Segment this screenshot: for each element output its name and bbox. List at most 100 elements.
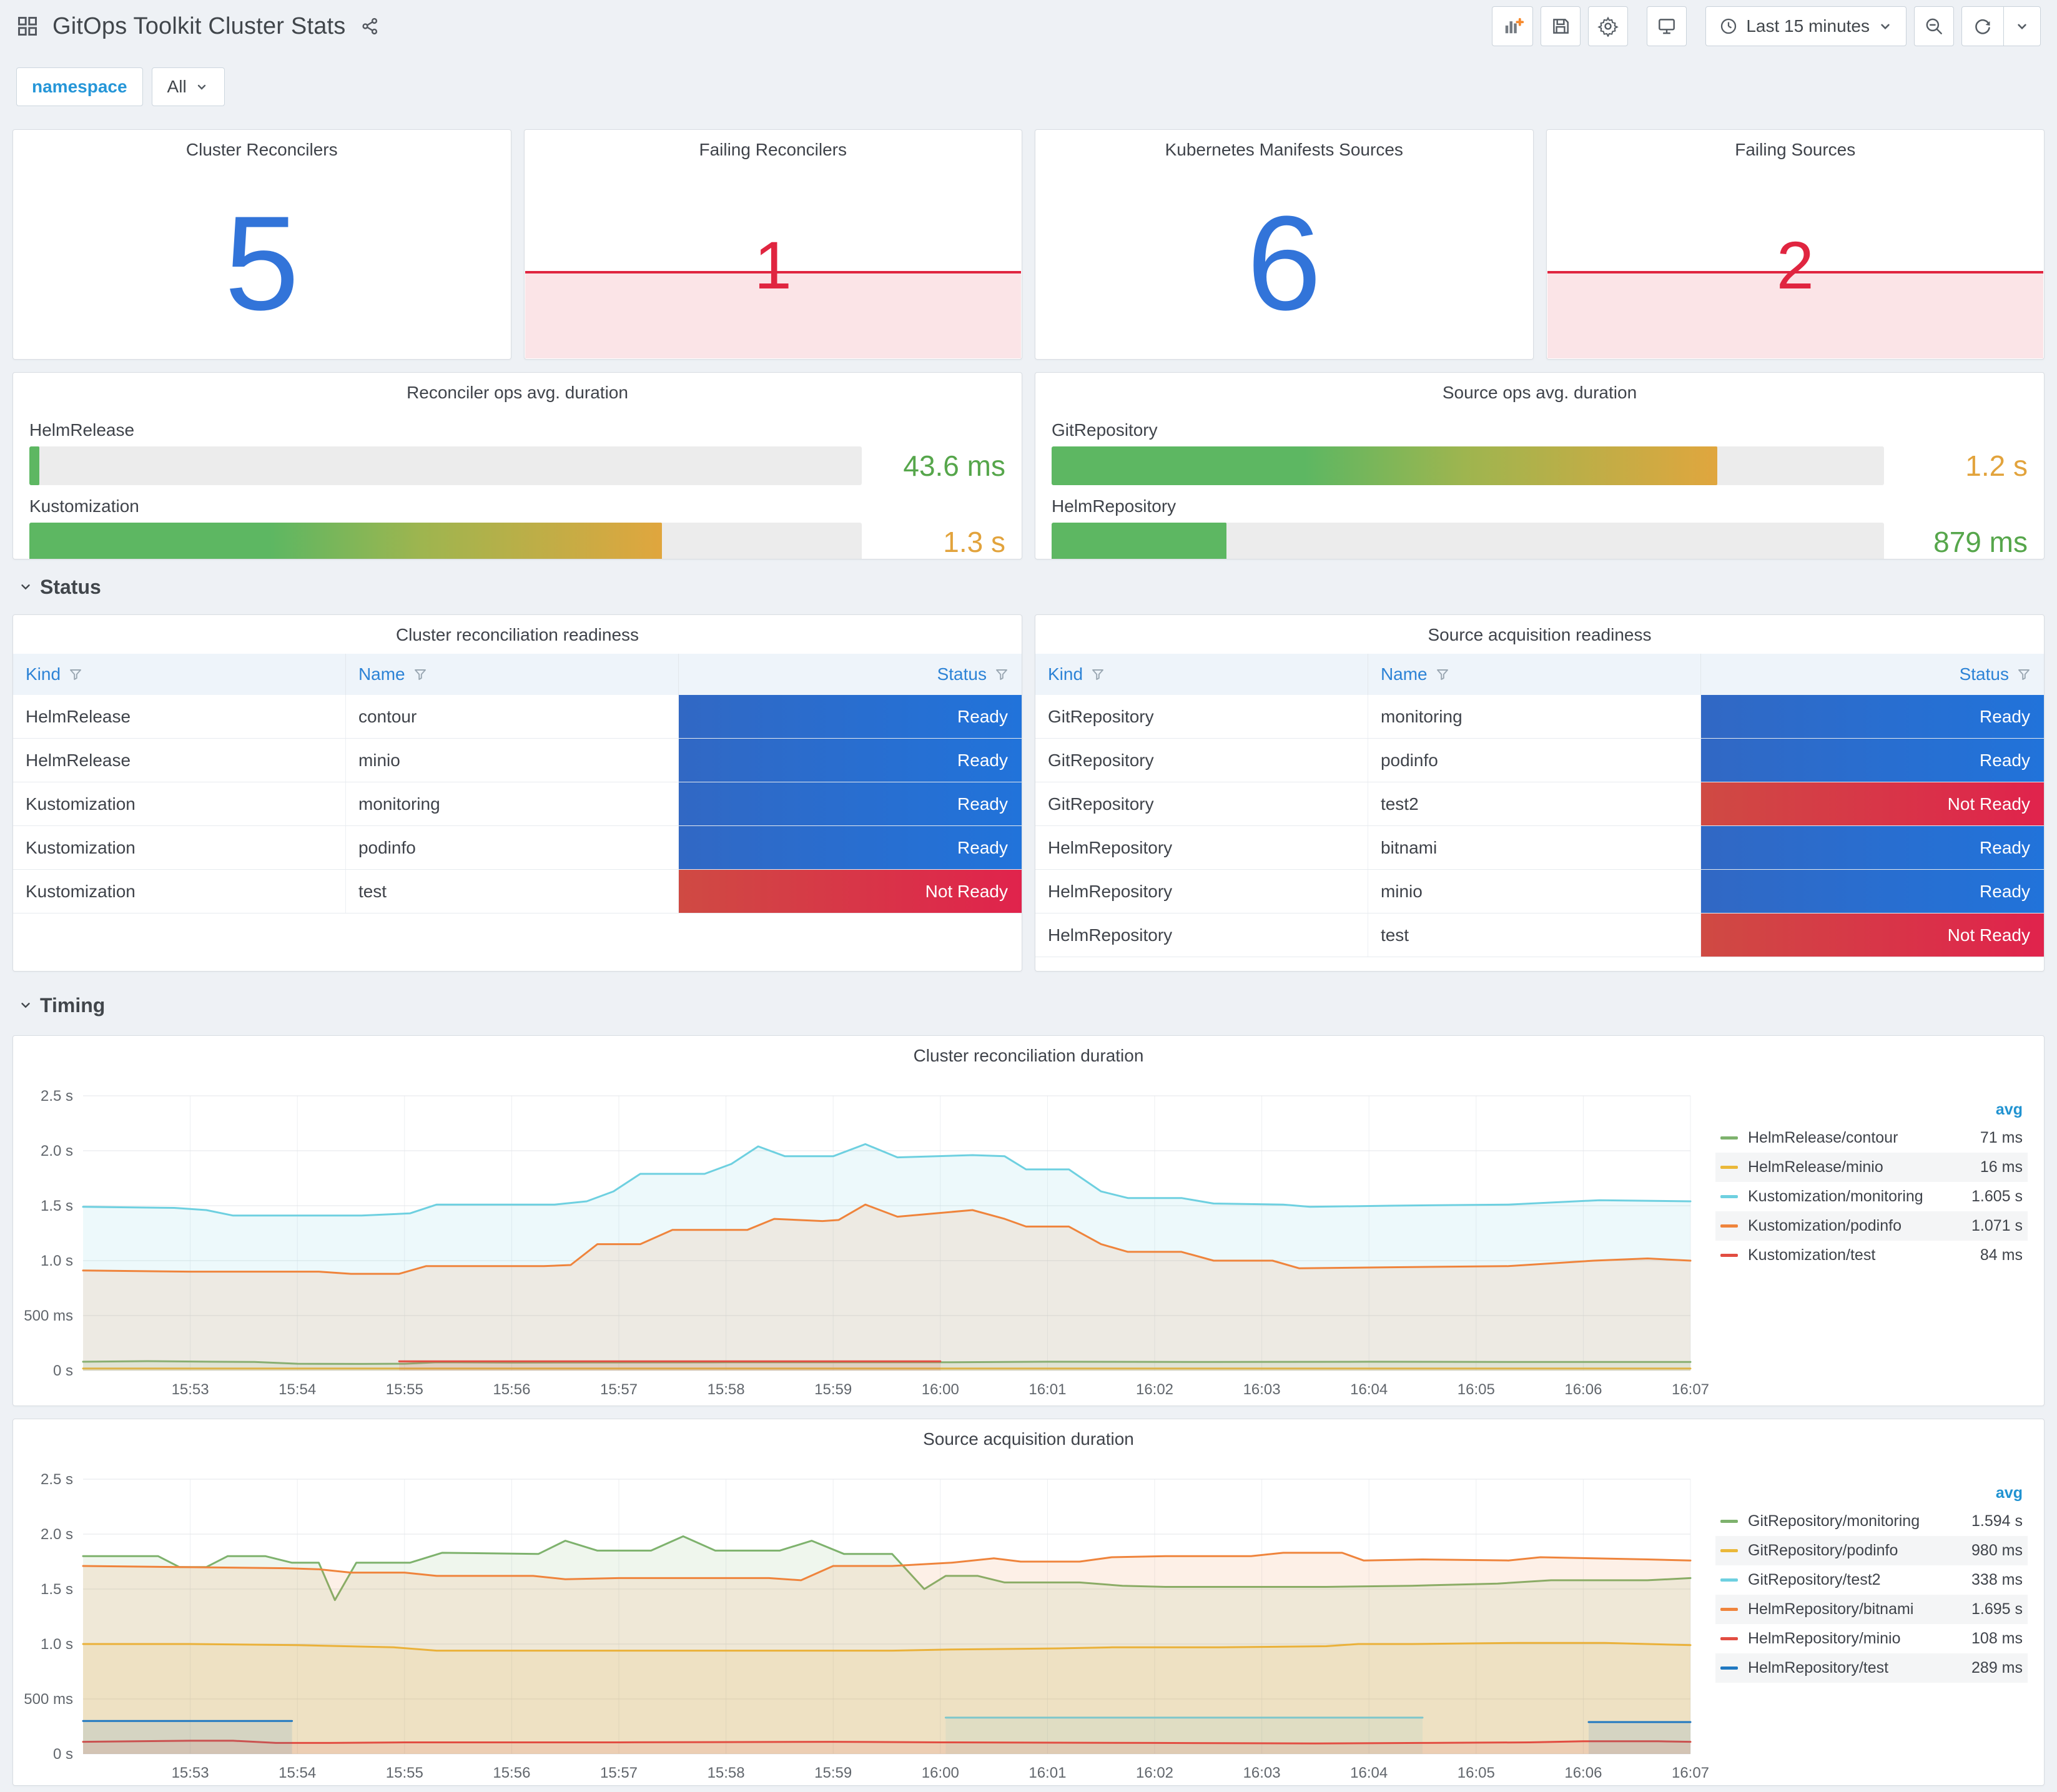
- legend-series-name: HelmRepository/test: [1748, 1659, 1889, 1676]
- stat-value: 5: [224, 187, 300, 338]
- table-cell: podinfo: [1368, 739, 1701, 782]
- dashboard-settings-button[interactable]: [1588, 6, 1629, 46]
- legend-item[interactable]: Kustomization/test 84 ms: [1715, 1241, 2028, 1270]
- legend-series-name: GitRepository/podinfo: [1748, 1542, 1898, 1559]
- gauge-fill: [1052, 446, 1718, 485]
- legend-series-swatch: [1720, 1520, 1738, 1523]
- filter-icon[interactable]: [1435, 667, 1450, 682]
- legend-item[interactable]: Kustomization/monitoring 1.605 s: [1715, 1182, 2028, 1211]
- gauge-panel-title[interactable]: Source ops avg. duration: [1442, 383, 1637, 402]
- legend-series-swatch: [1720, 1549, 1738, 1552]
- cluster-reconciliation-duration-plot[interactable]: 0 s 500 ms 1.0 s 1.5 s 2.0 s 2.5 s 15:53 15:54 1…: [13, 1036, 2044, 1406]
- section-header-status[interactable]: Status: [19, 573, 101, 601]
- svg-text:15:55: 15:55: [386, 1765, 423, 1781]
- legend-item[interactable]: GitRepository/podinfo 980 ms: [1715, 1536, 2028, 1565]
- legend-series-name: Kustomization/podinfo: [1748, 1217, 1902, 1234]
- svg-text:16:01: 16:01: [1028, 1765, 1066, 1781]
- legend-item[interactable]: HelmRelease/minio 16 ms: [1715, 1153, 2028, 1182]
- cycle-view-mode-button[interactable]: [1647, 6, 1687, 46]
- legend-series-avg: 1.695 s: [1971, 1600, 2023, 1618]
- table-panel-2: Source acquisition readiness Kind Name Stat…: [1035, 614, 2045, 972]
- column-header-kind[interactable]: Kind: [1035, 654, 1368, 695]
- time-range-picker[interactable]: Last 15 minutes: [1705, 6, 1907, 46]
- cluster-reconciliation-duration-title[interactable]: Cluster reconciliation duration: [913, 1046, 1144, 1065]
- legend-item[interactable]: GitRepository/test2 338 ms: [1715, 1565, 2028, 1595]
- stat-sparkline: [1547, 270, 2043, 273]
- save-dashboard-button[interactable]: [1541, 6, 1581, 46]
- column-header-kind[interactable]: Kind: [13, 654, 346, 695]
- stat-panel-2: Failing Reconcilers 1: [523, 129, 1022, 360]
- svg-text:16:06: 16:06: [1564, 1381, 1602, 1398]
- legend-series-name: HelmRelease/minio: [1748, 1158, 1883, 1176]
- status-tables-row: Cluster reconciliation readiness Kind Name…: [12, 614, 2045, 972]
- gauge-fill: [29, 523, 663, 559]
- legend-item[interactable]: HelmRelease/contour 71 ms: [1715, 1123, 2028, 1153]
- zoom-out-time-button[interactable]: [1914, 6, 1954, 46]
- svg-text:1.0 s: 1.0 s: [41, 1636, 73, 1653]
- cluster-reconciliation-duration-panel: Cluster reconciliation duration 0 s 500 ms…: [12, 1035, 2045, 1406]
- template-variables: namespace All: [16, 67, 225, 106]
- legend-series-avg: 1.605 s: [1971, 1188, 2023, 1205]
- legend-series-name: HelmRepository/minio: [1748, 1630, 1901, 1647]
- stat-panel-title[interactable]: Kubernetes Manifests Sources: [1165, 140, 1403, 159]
- legend-series-avg: 84 ms: [1980, 1246, 2023, 1264]
- filter-icon[interactable]: [68, 667, 83, 682]
- share-icon[interactable]: [360, 16, 380, 36]
- column-header-status[interactable]: Status: [1701, 654, 2044, 695]
- stat-panel-title[interactable]: Cluster Reconcilers: [185, 140, 338, 159]
- legend-series-avg: 980 ms: [1971, 1542, 2023, 1559]
- table-row: HelmRepository bitnami Ready: [1035, 826, 2044, 870]
- column-header-name[interactable]: Name: [346, 654, 679, 695]
- gauge-panel-title[interactable]: Reconciler ops avg. duration: [407, 383, 628, 402]
- table-cell: monitoring: [346, 782, 679, 825]
- variable-namespace-label: namespace: [16, 67, 143, 106]
- svg-text:15:53: 15:53: [172, 1381, 209, 1398]
- legend-series-avg: 1.594 s: [1971, 1512, 2023, 1530]
- chevron-down-icon: [2018, 24, 2026, 30]
- filter-icon[interactable]: [2016, 667, 2031, 682]
- stat-sparkline-fill: [1547, 273, 2043, 358]
- svg-text:16:07: 16:07: [1672, 1381, 1709, 1398]
- svg-text:15:54: 15:54: [279, 1381, 316, 1398]
- variable-namespace-value-dropdown[interactable]: All: [151, 67, 225, 106]
- table-panel-title[interactable]: Cluster reconciliation readiness: [395, 625, 639, 644]
- gauge-track: [29, 523, 862, 559]
- collapse-chevron-icon: [21, 584, 30, 590]
- legend-item[interactable]: HelmRepository/minio 108 ms: [1715, 1624, 2028, 1653]
- svg-text:16:01: 16:01: [1028, 1381, 1066, 1398]
- legend-item[interactable]: HelmRepository/bitnami 1.695 s: [1715, 1595, 2028, 1624]
- section-header-timing[interactable]: Timing: [19, 992, 105, 1019]
- gauge-bar: 1.3 s: [29, 523, 1005, 559]
- source-acquisition-duration-title[interactable]: Source acquisition duration: [923, 1429, 1134, 1449]
- svg-text:2.5 s: 2.5 s: [41, 1088, 73, 1105]
- filter-icon[interactable]: [1090, 667, 1105, 682]
- refresh-icon[interactable]: [1962, 7, 2003, 46]
- status-badge: Ready: [1700, 695, 2044, 738]
- svg-text:500 ms: 500 ms: [24, 1691, 73, 1708]
- stat-panel-title[interactable]: Failing Sources: [1735, 140, 1856, 159]
- add-panel-button[interactable]: [1492, 6, 1534, 46]
- column-header-status[interactable]: Status: [679, 654, 1022, 695]
- legend-series-avg: 108 ms: [1971, 1630, 2023, 1647]
- legend-item[interactable]: Kustomization/podinfo 1.071 s: [1715, 1211, 2028, 1241]
- legend-item[interactable]: HelmRepository/test 289 ms: [1715, 1653, 2028, 1683]
- stat-panel-title[interactable]: Failing Reconcilers: [699, 140, 847, 159]
- refresh-interval-dropdown[interactable]: [2004, 7, 2040, 46]
- legend-item[interactable]: GitRepository/monitoring 1.594 s: [1715, 1507, 2028, 1536]
- status-badge: Ready: [1700, 826, 2044, 869]
- svg-text:16:00: 16:00: [922, 1765, 959, 1781]
- gauge-fill: [29, 446, 39, 485]
- table-panel-title[interactable]: Source acquisition readiness: [1428, 625, 1652, 644]
- column-header-name[interactable]: Name: [1368, 654, 1701, 695]
- filter-icon[interactable]: [994, 667, 1009, 682]
- dashboard-title[interactable]: GitOps Toolkit Cluster Stats: [52, 12, 346, 39]
- filter-icon[interactable]: [413, 667, 428, 682]
- table-header-row: Kind Name Status: [1035, 654, 2044, 695]
- dashboards-grid-icon[interactable]: [16, 15, 39, 37]
- source-acquisition-duration-plot[interactable]: 0 s 500 ms 1.0 s 1.5 s 2.0 s 2.5 s 15:53 15:54 1…: [13, 1419, 2044, 1785]
- table-row: Kustomization monitoring Ready: [13, 782, 1022, 826]
- legend-series-avg: 289 ms: [1971, 1659, 2023, 1676]
- status-badge: Ready: [678, 695, 1022, 738]
- svg-text:2.0 s: 2.0 s: [41, 1526, 73, 1543]
- time-range-label: Last 15 minutes: [1746, 16, 1870, 36]
